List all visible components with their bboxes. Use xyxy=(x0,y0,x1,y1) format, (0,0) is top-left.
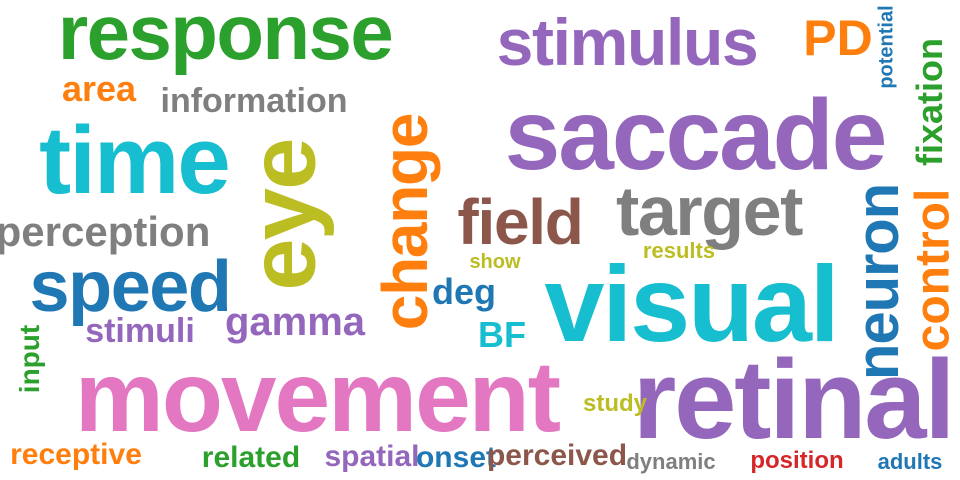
word-receptive: receptive xyxy=(10,438,142,471)
word-target: target xyxy=(615,172,803,250)
word-perceived: perceived xyxy=(486,439,628,472)
word-pd: PD xyxy=(803,10,873,66)
word-retinal: retinal xyxy=(632,337,956,462)
word-visual: visual xyxy=(544,243,839,364)
word-bf: BF xyxy=(478,314,526,355)
word-deg: deg xyxy=(431,271,496,312)
word-response: response xyxy=(57,0,394,76)
word-position: position xyxy=(750,447,844,474)
word-area: area xyxy=(61,68,137,109)
word-change: change xyxy=(368,113,441,331)
word-onset: onset xyxy=(415,441,496,474)
word-control: control xyxy=(906,188,959,352)
word-field: field xyxy=(457,186,583,258)
word-adults: adults xyxy=(877,449,943,474)
word-information: information xyxy=(160,82,348,120)
word-stimulus: stimulus xyxy=(496,5,759,79)
word-stimuli: stimuli xyxy=(85,312,195,350)
word-fixation: fixation xyxy=(908,37,950,167)
word-perception: perception xyxy=(0,208,211,255)
word-related: related xyxy=(201,441,301,474)
word-results: results xyxy=(642,238,716,263)
word-eye: eye xyxy=(229,139,335,291)
word-show: show xyxy=(469,251,521,273)
word-speed: speed xyxy=(29,247,232,327)
word-study: study xyxy=(582,390,647,417)
word-spatial: spatial xyxy=(324,440,420,473)
word-potential: potential xyxy=(876,5,898,89)
word-input: input xyxy=(14,324,46,394)
word-gamma: gamma xyxy=(224,300,366,344)
word-time: time xyxy=(39,107,231,214)
word-movement: movement xyxy=(74,341,561,453)
word-saccade: saccade xyxy=(504,79,888,191)
word-dynamic: dynamic xyxy=(626,449,716,474)
